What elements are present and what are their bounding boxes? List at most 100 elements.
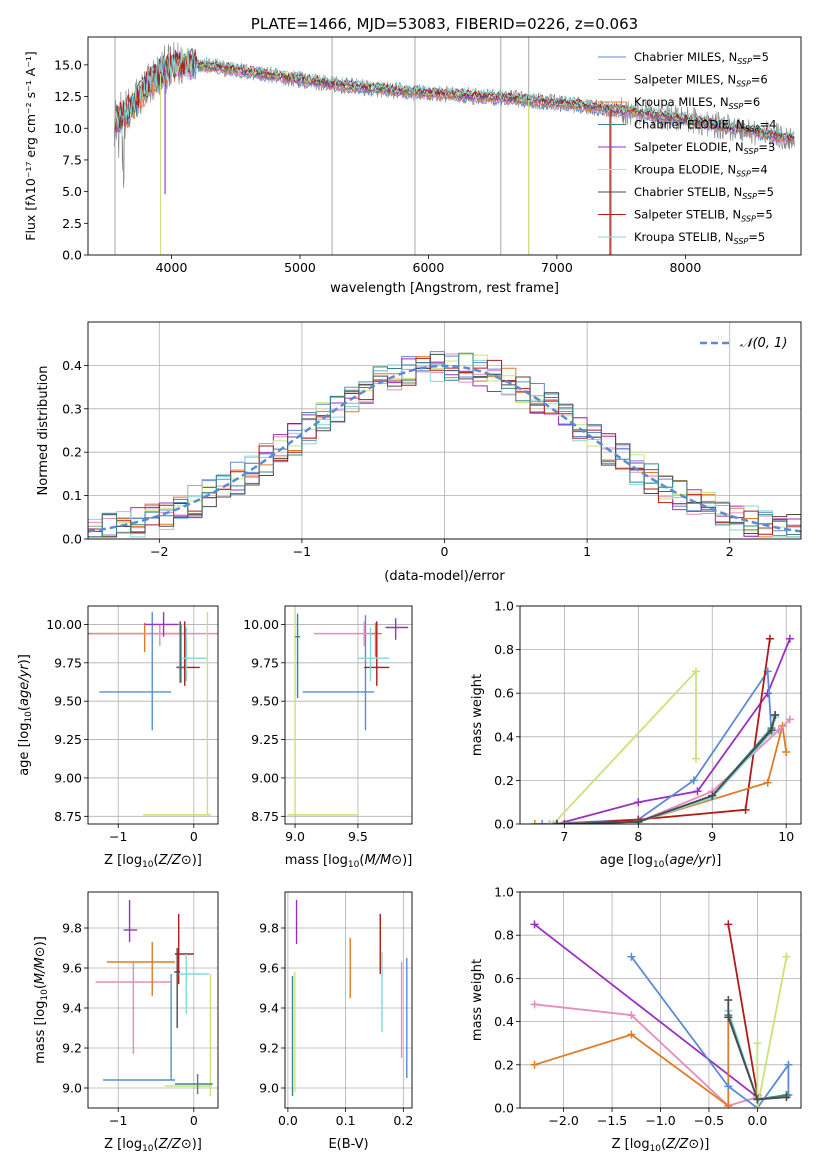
x-tick-label: 0.0 bbox=[747, 1113, 767, 1128]
series-line bbox=[756, 956, 788, 1108]
x-tick-label: 0.0 bbox=[278, 1113, 298, 1128]
series-line bbox=[630, 956, 790, 1108]
label-part: age/yr bbox=[17, 663, 32, 706]
y-axis-label: mass weight bbox=[470, 959, 485, 1041]
x-tick-label: 0 bbox=[441, 544, 449, 559]
weight-series bbox=[530, 1013, 733, 1108]
label-part: ( bbox=[17, 706, 32, 711]
legend-name: Chabrier ELODIE, N bbox=[634, 118, 745, 132]
y-tick-label: 0.0 bbox=[494, 1101, 514, 1116]
legend-name: Salpeter ELODIE, N bbox=[634, 140, 744, 154]
y-tick-label: 0.0 bbox=[62, 532, 82, 547]
series-line bbox=[556, 638, 791, 824]
series-marker bbox=[771, 711, 780, 719]
y-tick-label: 9.75 bbox=[251, 655, 279, 670]
series-marker bbox=[724, 920, 733, 929]
label-part: mass [log bbox=[285, 853, 348, 868]
y-tick-label: 15.0 bbox=[54, 57, 82, 72]
label-part: ( bbox=[359, 853, 364, 868]
series-line bbox=[534, 1017, 730, 1108]
label-part: )] bbox=[17, 654, 32, 664]
label-part: M/M bbox=[33, 957, 48, 984]
label-part: age/yr bbox=[669, 853, 712, 868]
weight-series bbox=[549, 667, 700, 824]
axis-label: mass [log10(M/M⊙)] bbox=[285, 853, 413, 870]
series-marker bbox=[545, 820, 554, 824]
label-part: mass [log bbox=[33, 1001, 48, 1064]
x-tick-label: 7 bbox=[560, 829, 568, 844]
y-tick-label: 9.0 bbox=[259, 1081, 279, 1096]
label-part: ( bbox=[154, 853, 159, 868]
x-tick-label: 0 bbox=[190, 829, 198, 844]
data-point bbox=[369, 622, 382, 657]
label-part: Z [log bbox=[104, 853, 142, 868]
chart-title: PLATE=1466, MJD=53083, FIBERID=0226, z=0… bbox=[251, 15, 638, 33]
y-tick-label: 0.8 bbox=[494, 642, 514, 657]
weight-series bbox=[724, 920, 762, 1100]
y-tick-label: 10.0 bbox=[54, 121, 82, 136]
series-marker bbox=[691, 667, 700, 676]
label-part: 10 bbox=[40, 989, 50, 1001]
x-tick-label: 8 bbox=[634, 829, 642, 844]
label-part: ⊙)] bbox=[181, 1137, 202, 1152]
series-marker bbox=[782, 748, 791, 757]
x-tick-label: −1 bbox=[109, 1113, 127, 1128]
axes-frame bbox=[519, 891, 802, 1109]
y-tick-label: 0.3 bbox=[62, 401, 82, 416]
data-point bbox=[123, 900, 138, 942]
label-part: age [log bbox=[600, 853, 653, 868]
weight-series bbox=[627, 952, 793, 1108]
legend-entry: Salpeter ELODIE, NSSP=3 bbox=[634, 140, 775, 156]
y-tick-label: 8.75 bbox=[54, 809, 82, 824]
x-tick-label: −1.5 bbox=[597, 1113, 627, 1128]
legend-name: Kroupa MILES, N bbox=[634, 95, 729, 109]
series-line bbox=[556, 714, 776, 824]
data-point bbox=[177, 624, 184, 683]
y-axis-label: Flux [fλ10⁻¹⁷ erg cm⁻² s⁻¹ A⁻¹] bbox=[23, 51, 38, 240]
series-marker bbox=[560, 820, 569, 824]
series-marker bbox=[724, 1101, 733, 1108]
data-point bbox=[302, 615, 375, 731]
data-point bbox=[144, 612, 179, 637]
axis-label: Z [log10(Z/Z⊙)] bbox=[104, 853, 202, 870]
model-spectrum bbox=[114, 47, 795, 138]
x-axis-label: E(B-V) bbox=[328, 1137, 368, 1152]
legend-entry: Salpeter MILES, NSSP=6 bbox=[634, 73, 768, 89]
label-part: age [log bbox=[17, 723, 32, 776]
label-part: 10 bbox=[653, 860, 665, 870]
x-tick-label: 9.0 bbox=[285, 829, 305, 844]
data-point bbox=[99, 612, 172, 731]
plot-area bbox=[287, 612, 409, 816]
legend-entry: Kroupa MILES, NSSP=6 bbox=[634, 95, 760, 111]
series-marker bbox=[784, 1060, 793, 1069]
plot-area bbox=[95, 900, 213, 1096]
model-spectrum bbox=[114, 47, 795, 140]
legend-sub: SSP bbox=[745, 125, 760, 134]
y-tick-label: 0.4 bbox=[62, 358, 82, 373]
plot-area bbox=[530, 920, 793, 1108]
series-marker bbox=[753, 1104, 762, 1108]
series-marker bbox=[552, 820, 561, 824]
chart-mass_vs_ebv: 0.0 0.1 0.2 9.0 9.2 9.4 9.6 9.8 E(B-V) bbox=[259, 891, 413, 1152]
x-tick-label: 2 bbox=[726, 544, 734, 559]
y-tick-label: 0.0 bbox=[62, 248, 82, 263]
y-tick-label: 1.0 bbox=[494, 885, 514, 900]
legend-tail: =6 bbox=[743, 95, 760, 109]
data-point bbox=[178, 954, 209, 1014]
series-marker bbox=[782, 1093, 791, 1102]
axis-label: Z [log10(Z/Z⊙)] bbox=[104, 1137, 202, 1154]
series-marker bbox=[785, 715, 794, 724]
label-part: M/M bbox=[364, 853, 391, 868]
series-line bbox=[534, 1003, 758, 1107]
legend-tail: =4 bbox=[751, 163, 768, 177]
label-part: 10 bbox=[142, 1144, 154, 1154]
series-marker bbox=[763, 689, 772, 698]
y-tick-label: 10.00 bbox=[46, 617, 82, 632]
data-point bbox=[174, 948, 181, 1028]
chart-mass_vs_Z: −1 09.09.29.49.69.8Z [log10(Z/Z⊙)]mass [l… bbox=[33, 891, 219, 1154]
label-part: ⊙)] bbox=[181, 853, 202, 868]
axis-label: age [log10(age/yr)] bbox=[17, 654, 34, 776]
y-tick-label: 9.6 bbox=[62, 961, 82, 976]
axis-label: mass [log10(M/M⊙)] bbox=[33, 936, 50, 1064]
